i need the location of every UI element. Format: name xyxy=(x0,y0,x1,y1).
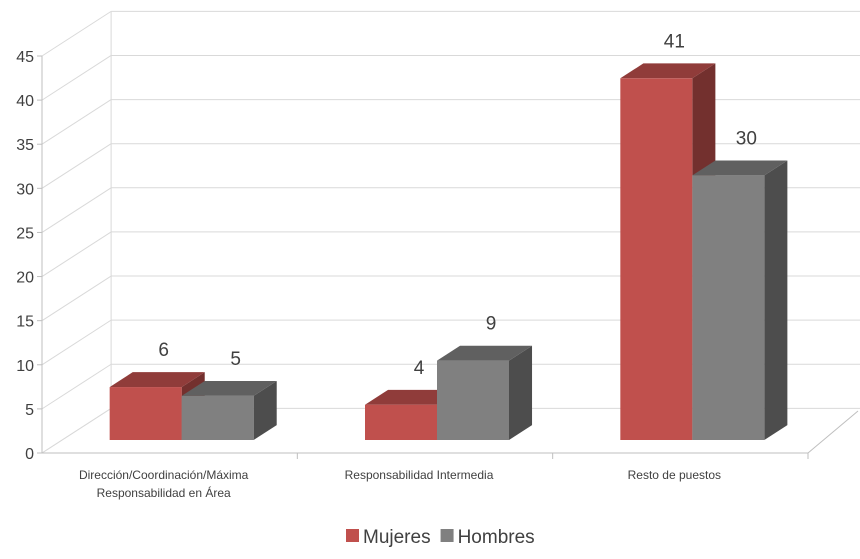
bars xyxy=(109,63,788,441)
x-tick-label: Dirección/Coordinación/Máxima xyxy=(79,468,249,482)
y-tick-label: 20 xyxy=(16,270,34,287)
data-label: 41 xyxy=(664,31,685,52)
legend-swatch xyxy=(440,529,454,542)
y-tick-label: 30 xyxy=(16,181,34,198)
data-label: 9 xyxy=(486,314,497,335)
y-tick-label: 5 xyxy=(25,402,34,419)
bar-hombres-3 xyxy=(692,160,788,441)
x-tick-label: Responsabilidad Intermedia xyxy=(345,468,494,482)
y-tick-label: 10 xyxy=(16,358,34,375)
bar-top xyxy=(692,160,788,176)
gridline-depth xyxy=(41,10,112,57)
bar-top xyxy=(109,372,205,388)
data-label: 4 xyxy=(414,358,425,379)
y-tick-label: 40 xyxy=(16,93,34,110)
y-tick-label: 15 xyxy=(16,314,34,331)
data-labels: 6 5 4 9 41 30 xyxy=(158,31,757,378)
legend-swatch xyxy=(346,529,359,542)
gridline-depth xyxy=(41,363,112,410)
axes: 051015202530354045Dirección/Coordinación… xyxy=(16,49,809,500)
bar-front xyxy=(692,175,765,441)
floor-right-edge xyxy=(807,410,859,454)
data-label: 6 xyxy=(158,340,169,361)
bar-hombres-1 xyxy=(181,381,277,440)
gridline-depth xyxy=(41,55,112,101)
gridline-depth xyxy=(41,187,112,233)
bar-top xyxy=(620,63,716,79)
bar-front xyxy=(181,395,254,440)
legend-item-mujeres: Mujeres xyxy=(346,527,431,548)
gridline-depth xyxy=(41,231,112,277)
bar-front xyxy=(109,387,182,440)
bar-front xyxy=(437,360,509,440)
bar-side xyxy=(509,345,533,440)
y-tick-label: 25 xyxy=(16,225,34,242)
legend-item-hombres: Hombres xyxy=(440,527,535,548)
gridline-depth xyxy=(41,275,112,322)
bar-front xyxy=(620,78,693,441)
legend: Mujeres Hombres xyxy=(346,527,535,548)
gridline-depth xyxy=(41,319,112,366)
y-tick-label: 35 xyxy=(16,137,34,154)
bar-top xyxy=(181,381,277,396)
bar-side xyxy=(764,160,788,440)
gridline-depth xyxy=(41,143,112,189)
legend-label: Hombres xyxy=(458,527,535,548)
data-label: 30 xyxy=(736,128,757,149)
bar-front xyxy=(365,404,437,440)
gridline-depth xyxy=(41,407,112,454)
bar-hombres-2 xyxy=(437,345,533,440)
bar-side xyxy=(253,381,277,440)
bar-top xyxy=(437,345,533,361)
gridline-depth xyxy=(41,99,112,145)
y-tick-label: 45 xyxy=(16,49,34,66)
x-tick-label: Responsabilidad en Área xyxy=(97,485,231,500)
bar-top xyxy=(365,389,461,405)
legend-label: Mujeres xyxy=(363,527,431,548)
y-tick-label: 0 xyxy=(25,446,34,463)
data-label: 5 xyxy=(230,349,241,370)
x-tick-label: Resto de puestos xyxy=(628,468,721,482)
